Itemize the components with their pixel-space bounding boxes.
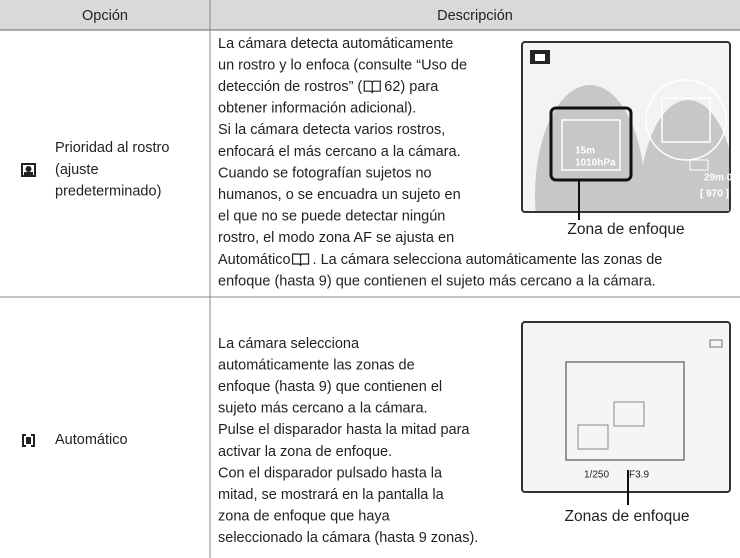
screen-readout: [ 970 ]: [700, 189, 729, 200]
description-line: un rostro y lo enfoca (consulte “Uso de: [218, 57, 467, 73]
description-line: Pulse el disparador hasta la mitad para: [218, 422, 470, 438]
description-line: sujeto más cercano a la cámara.: [218, 401, 428, 417]
screen-readout: 15m: [575, 146, 595, 157]
camera-screen: [521, 321, 731, 505]
description-line: mitad, se mostrará en la pantalla la: [218, 487, 445, 503]
header-option: Opción: [82, 8, 128, 24]
description-segment: detección de rostros” (: [218, 79, 362, 95]
image-caption: Zonas de enfoque: [565, 508, 690, 525]
option-label: Prioridad al rostro: [55, 140, 169, 156]
description-line: humanos, o se encuadra un sujeto en: [218, 187, 461, 203]
face-priority-icon: [21, 163, 36, 177]
option-label: predeterminado): [55, 183, 161, 199]
screen-readout: 1/250: [584, 470, 609, 481]
screen-readout: F3.9: [629, 470, 649, 481]
description-line: zona de enfoque que haya: [218, 509, 391, 525]
description-line: Cuando se fotografían sujetos no: [218, 165, 432, 181]
camera-screen: [521, 41, 731, 220]
image-caption: Zona de enfoque: [567, 221, 684, 238]
description-line: enfoque (hasta 9) que contienen el: [218, 379, 442, 395]
description-line: activar la zona de enfoque.: [218, 444, 392, 460]
screen-readout: 1010hPa: [575, 158, 616, 169]
screen-readout: 29m 0s: [704, 173, 738, 184]
description-segment: . La cámara selecciona automáticamente l…: [313, 252, 663, 268]
description-line: La cámara detecta automáticamente: [218, 36, 453, 52]
description-line: rostro, el modo zona AF se ajusta en: [218, 230, 454, 246]
description-line: La cámara selecciona: [218, 336, 360, 352]
description-segment: 62) para: [384, 79, 439, 95]
description-line: Con el disparador pulsado hasta la: [218, 465, 443, 481]
description-line: enfocará el más cercano a la cámara.: [218, 144, 461, 160]
description-line: Si la cámara detecta varios rostros,: [218, 122, 445, 138]
book-icon: [363, 80, 381, 94]
description-line: automáticamente las zonas de: [218, 357, 415, 373]
option-label: Automático: [55, 432, 128, 448]
description-line: obtener información adicional).: [218, 101, 416, 117]
description-segment: Automático: [218, 252, 291, 268]
description-line: seleccionado la cámara (hasta 9 zonas).: [218, 530, 478, 546]
book-icon: [291, 253, 310, 267]
option-label: (ajuste: [55, 162, 99, 178]
auto-af-icon: [22, 434, 35, 447]
description-line: enfoque (hasta 9) que contienen el sujet…: [218, 273, 656, 289]
description-line: el que no se puede detectar ningún: [218, 209, 445, 225]
header-description: Descripción: [437, 8, 513, 24]
header-bg: [0, 0, 740, 30]
